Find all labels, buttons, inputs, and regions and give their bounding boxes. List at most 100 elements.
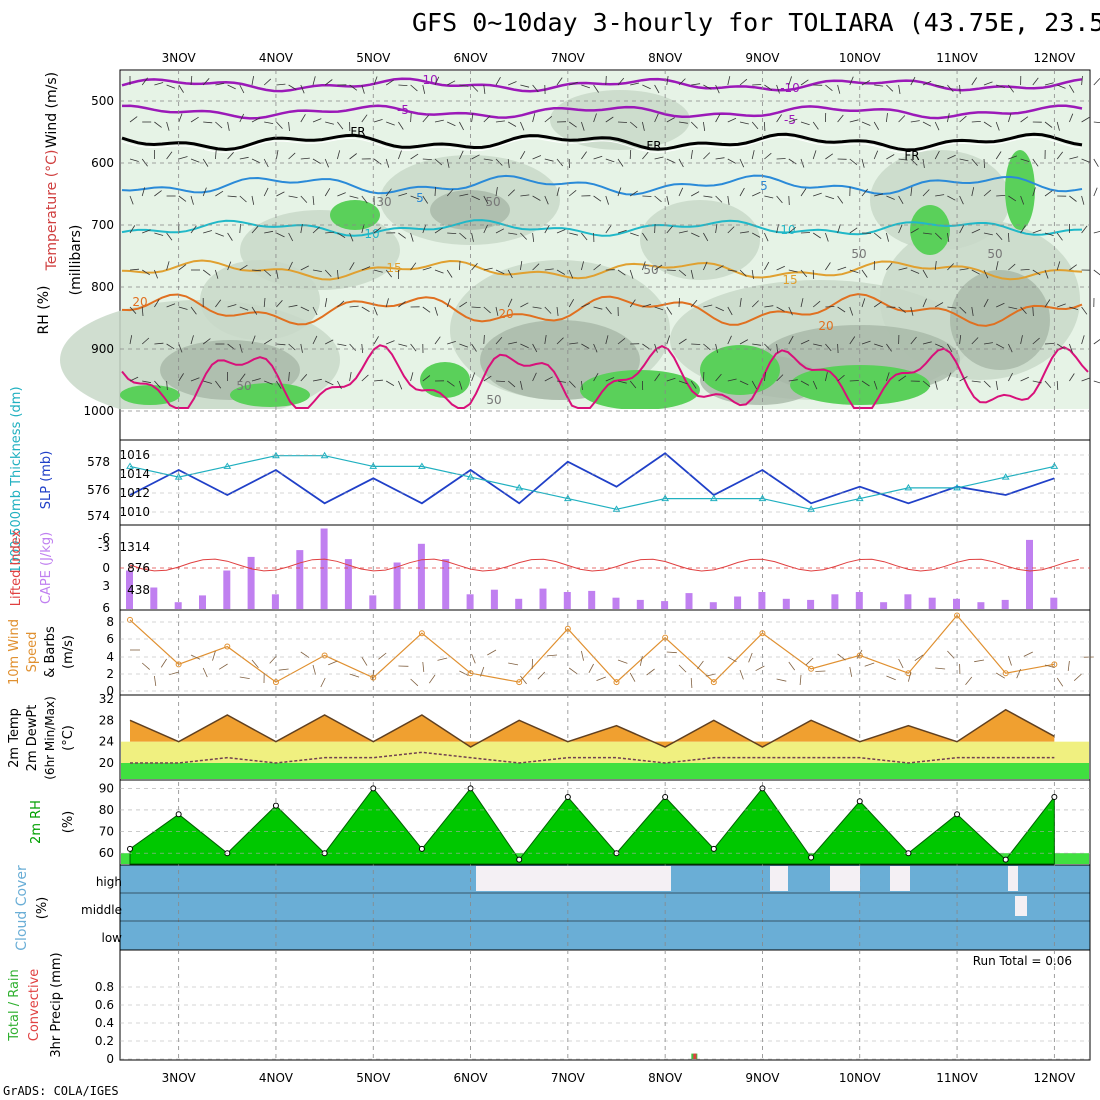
wind-barb xyxy=(593,373,599,382)
surface-wind-barb xyxy=(914,654,924,662)
wind-barb xyxy=(873,232,882,240)
wind-barb xyxy=(251,269,262,272)
wind-barb xyxy=(983,298,989,308)
wind-barb xyxy=(1044,121,1053,128)
wind-barb xyxy=(947,306,957,309)
wind-barb xyxy=(434,158,443,166)
wind-barb xyxy=(910,187,913,197)
wind-barb xyxy=(483,375,492,382)
cape-bar xyxy=(685,593,693,609)
cape-bar xyxy=(1001,599,1009,609)
wind-barb xyxy=(617,187,622,197)
wind-barb xyxy=(166,261,170,271)
wind-barb xyxy=(629,269,634,279)
wind-barb xyxy=(934,121,940,131)
wind-barb xyxy=(471,113,474,123)
wind-barb xyxy=(507,298,513,308)
ylabel-thickness: 1000-500mb Thickness (dm) xyxy=(9,386,24,573)
wind-barb xyxy=(471,195,480,201)
surface-wind-barb xyxy=(805,657,814,666)
thickness-point xyxy=(1001,473,1010,480)
thickness-point xyxy=(953,483,961,491)
wind-barb xyxy=(764,305,774,308)
wind-barb xyxy=(995,151,1002,160)
surface-wind-barb xyxy=(799,674,802,686)
wind-barb xyxy=(434,336,441,345)
slp-tick: 1016 xyxy=(119,448,150,462)
wind-barb xyxy=(947,195,956,201)
wind-barb xyxy=(263,297,266,308)
surface-wind-barb xyxy=(361,656,368,666)
wind-barb xyxy=(629,121,638,129)
wind-barb xyxy=(593,195,602,202)
wind-barb xyxy=(959,224,965,234)
wind-barb xyxy=(837,374,845,382)
pressure-tick: 500 xyxy=(91,94,114,108)
wind-barb xyxy=(910,76,916,86)
wind-barb xyxy=(520,84,530,88)
wind-barb xyxy=(788,195,790,206)
wind-barb xyxy=(642,121,645,131)
wind-barb xyxy=(751,269,754,279)
thickness-tick: 578 xyxy=(87,455,110,469)
wind-barb xyxy=(593,113,597,123)
wind-barb xyxy=(569,81,578,86)
wind-barb xyxy=(1069,373,1075,382)
wind-barb xyxy=(1044,299,1051,308)
surface-wind-barb xyxy=(410,678,419,687)
wind-barb xyxy=(727,378,737,382)
wind-barb xyxy=(288,152,296,160)
wind-barb xyxy=(276,121,283,129)
wind-barb xyxy=(642,195,652,197)
cape-bar xyxy=(953,598,960,609)
wind-barb xyxy=(276,380,282,389)
wind-barb xyxy=(434,306,438,316)
temp-line xyxy=(129,708,1055,748)
contour-label: 10 xyxy=(780,223,795,237)
wind-barb xyxy=(190,377,200,382)
surface-wind-barb xyxy=(312,664,316,675)
pressure-tick: 900 xyxy=(91,342,114,356)
wind-barb xyxy=(813,343,823,347)
wind-barb xyxy=(1020,269,1030,271)
wind-barb xyxy=(849,119,859,123)
wind-barb xyxy=(398,121,404,130)
cape-bar xyxy=(271,594,279,609)
rh2m-point xyxy=(127,845,133,852)
wind-barb xyxy=(642,84,651,90)
wind-barb xyxy=(239,156,249,160)
temp-band-green xyxy=(121,763,1089,779)
wind-barb xyxy=(654,195,662,203)
contour-25 xyxy=(121,344,1089,409)
contour-label: 30 xyxy=(376,195,391,209)
wind-barb xyxy=(996,195,1006,197)
wind-barb xyxy=(1008,263,1016,271)
wind-barb xyxy=(751,121,759,130)
wind-barb xyxy=(495,158,503,166)
wind-speed-point xyxy=(808,665,815,672)
wind-barb xyxy=(556,380,566,383)
thickness-point xyxy=(807,505,815,512)
wind-barb xyxy=(983,121,992,128)
wind-barb xyxy=(739,158,745,168)
wind-barb xyxy=(459,260,461,271)
wind-barb xyxy=(581,232,588,241)
cloud-level-label: high xyxy=(96,875,122,889)
contour-label: 15 xyxy=(782,273,797,287)
wind-barb xyxy=(727,335,732,345)
wind-barb xyxy=(483,115,491,123)
wind-barb xyxy=(459,301,468,308)
wind-barb xyxy=(434,227,443,234)
wind-barb xyxy=(691,83,701,86)
ylabel-temp-units: (°C) xyxy=(61,725,76,751)
ylabel-2m-rh: 2m RH xyxy=(29,800,44,844)
wind-barb xyxy=(837,224,841,234)
wind-barb xyxy=(337,343,347,346)
wind-barb xyxy=(654,343,658,353)
wind-barb xyxy=(385,269,393,278)
wind-barb xyxy=(129,225,136,234)
wind-barb xyxy=(520,380,523,390)
wind-barb xyxy=(788,118,798,123)
wind-barb xyxy=(434,76,440,86)
